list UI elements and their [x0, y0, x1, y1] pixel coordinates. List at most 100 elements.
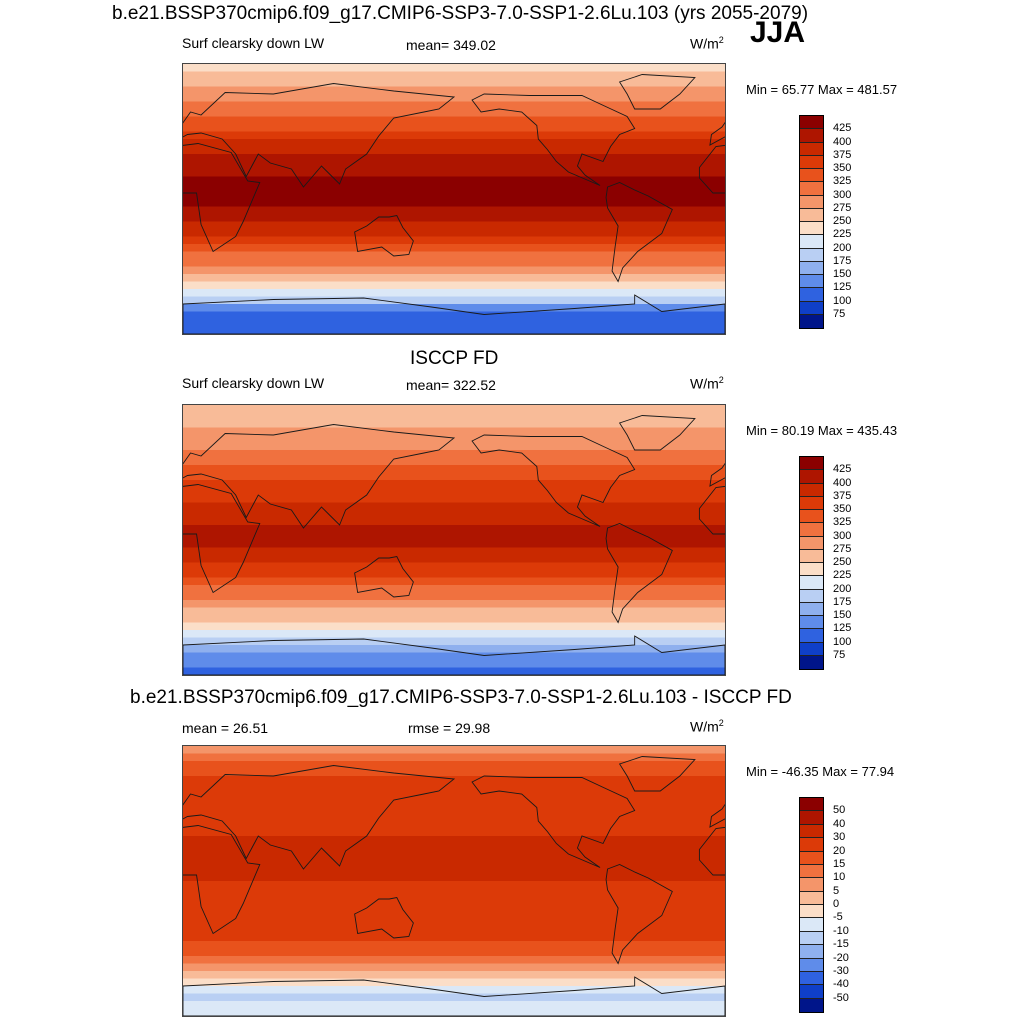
colorbar-tick-label: 200	[833, 241, 852, 254]
colorbar-swatch	[800, 182, 823, 196]
lat-band--20	[183, 229, 725, 238]
lat-band--65	[183, 296, 725, 305]
coastline-antarctica	[183, 294, 725, 334]
lat-band-60	[183, 450, 725, 459]
lat-band--40	[183, 600, 725, 609]
colorbar-swatch	[800, 998, 823, 1012]
lat-band--60	[183, 289, 725, 298]
colorbar-tick-label: 225	[833, 228, 852, 241]
lat-band-25	[183, 502, 725, 511]
lat-band--10	[183, 555, 725, 564]
colorbar-swatch	[800, 314, 823, 328]
colorbar-tick-label: 275	[833, 201, 852, 214]
coastline-eurasia	[183, 83, 456, 188]
lat-band--70	[183, 304, 725, 313]
lat-band-85	[183, 71, 725, 80]
lat-band-65	[183, 442, 725, 451]
lat-band--65	[183, 637, 725, 646]
colorbar-tick-label: 125	[833, 622, 852, 635]
colorbar-tick-label: 350	[833, 162, 852, 174]
colorbar-tick-label: -15	[833, 938, 849, 951]
lat-band-80	[183, 420, 725, 429]
panel2-mean-label: mean= 322.52	[406, 377, 496, 393]
colorbar-swatch	[800, 655, 823, 669]
lat-band--80	[183, 319, 725, 328]
colorbar-swatch	[800, 275, 823, 289]
lat-band-70	[183, 94, 725, 103]
lat-band--50	[183, 615, 725, 624]
lat-band--60	[183, 630, 725, 639]
lat-band-85	[183, 753, 725, 762]
coastline-namerica	[471, 93, 636, 186]
lat-band--45	[183, 948, 725, 957]
lat-band--55	[183, 622, 725, 631]
lat-band-5	[183, 532, 725, 541]
lat-band--55	[183, 963, 725, 972]
panel1-minmax: Min = 65.77 Max = 481.57	[746, 82, 898, 97]
panel1-map	[182, 63, 726, 335]
lat-band--35	[183, 592, 725, 601]
lat-band-35	[183, 828, 725, 837]
lat-band-25	[183, 161, 725, 170]
lat-band--70	[183, 986, 725, 995]
colorbar-tick-label: 75	[833, 648, 846, 661]
lat-band-60	[183, 109, 725, 118]
lat-band--45	[183, 607, 725, 616]
colorbar-swatch	[800, 169, 823, 183]
lat-band-30	[183, 836, 725, 845]
colorbar-swatch	[800, 878, 823, 892]
colorbar-tick-label: -5	[833, 911, 843, 924]
coastline-africa	[698, 826, 725, 876]
colorbar-swatch	[800, 905, 823, 919]
colorbar-tick-label: 375	[833, 148, 852, 161]
colorbar-swatch	[800, 798, 823, 812]
colorbar-tick-label: 50	[833, 804, 846, 817]
panel2-variable-label: Surf clearsky down LW	[182, 375, 325, 391]
colorbar-swatch	[800, 248, 823, 262]
coastline-eurasia	[183, 765, 456, 870]
coastline-africa	[698, 485, 725, 535]
lat-band--25	[183, 577, 725, 586]
lat-band--35	[183, 251, 725, 260]
panel1-colorbar: 425 400 375 350 325 300 275 250 225 200 175 150 125 1…	[799, 115, 851, 329]
colorbar-swatch	[800, 496, 823, 510]
colorbar-tick-label: 125	[833, 281, 852, 294]
lat-band-70	[183, 776, 725, 785]
lat-band-35	[183, 146, 725, 155]
colorbar-swatch	[800, 288, 823, 302]
colorbar-tick-label: 250	[833, 556, 852, 568]
colorbar-swatch	[800, 851, 823, 865]
colorbar-swatch	[800, 483, 823, 497]
lat-band--15	[183, 903, 725, 912]
colorbar-swatch	[800, 864, 823, 879]
lat-band--85	[183, 667, 725, 675]
colorbar-swatch	[800, 195, 823, 209]
lat-band-5	[183, 191, 725, 200]
coastline-australia	[354, 214, 414, 257]
panel3-mean-label: mean = 26.51	[182, 720, 269, 736]
colorbar-swatch	[800, 155, 823, 169]
colorbar-tick-label: -10	[833, 924, 849, 937]
lat-band--65	[183, 978, 725, 987]
colorbar-swatch	[800, 589, 823, 603]
colorbar-tick-label: 425	[833, 122, 852, 135]
colorbar-tick-label: 300	[833, 529, 852, 542]
panel2-units: W/m2	[690, 375, 724, 392]
lat-band-5	[183, 873, 725, 882]
lat-band-40	[183, 821, 725, 830]
lat-band-90	[183, 64, 725, 73]
coastline-antarctica	[183, 976, 725, 1016]
lat-band--10	[183, 214, 725, 223]
colorbar-swatch	[800, 985, 823, 999]
lat-band-80	[183, 761, 725, 770]
colorbar-swatch	[800, 563, 823, 577]
colorbar-tick-label: 300	[833, 188, 852, 201]
colorbar-swatch	[800, 510, 823, 524]
lat-band-40	[183, 139, 725, 148]
colorbar-swatch	[800, 811, 823, 825]
lat-band-0	[183, 540, 725, 549]
colorbar-swatch	[800, 235, 823, 249]
colorbar-swatch	[800, 536, 823, 550]
colorbar-tick-label: 425	[833, 463, 852, 476]
lat-band-65	[183, 101, 725, 110]
